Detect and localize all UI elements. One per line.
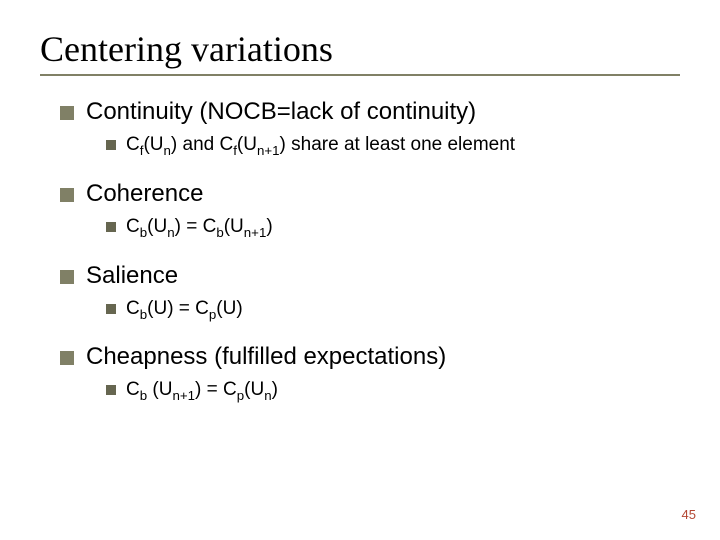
bullet-level2: Cb(Un) = Cb(Un+1) — [106, 216, 680, 240]
slide-title: Centering variations — [40, 28, 680, 76]
bullet-level1: Cheapness (fulfilled expectations) — [60, 343, 680, 371]
bullet-label: Coherence — [86, 180, 203, 208]
square-bullet-icon — [106, 140, 116, 150]
slide-content: Continuity (NOCB=lack of continuity) Cf(U… — [40, 98, 680, 403]
bullet-label: Salience — [86, 262, 178, 290]
bullet-level1: Continuity (NOCB=lack of continuity) — [60, 98, 680, 126]
bullet-level2: Cb(U) = Cp(U) — [106, 298, 680, 322]
square-bullet-icon — [60, 106, 74, 120]
square-bullet-icon — [106, 304, 116, 314]
sub-bullet-label: Cb(U) = Cp(U) — [126, 298, 243, 322]
page-number: 45 — [682, 507, 696, 522]
sub-bullet-label: Cb (Un+1) = Cp(Un) — [126, 379, 278, 403]
bullet-level2: Cf(Un) and Cf(Un+1) share at least one e… — [106, 134, 680, 158]
bullet-label: Cheapness (fulfilled expectations) — [86, 343, 446, 371]
sub-bullet-label: Cb(Un) = Cb(Un+1) — [126, 216, 273, 240]
sub-bullet-label: Cf(Un) and Cf(Un+1) share at least one e… — [126, 134, 515, 158]
bullet-level2: Cb (Un+1) = Cp(Un) — [106, 379, 680, 403]
square-bullet-icon — [60, 270, 74, 284]
square-bullet-icon — [106, 385, 116, 395]
bullet-level1: Coherence — [60, 180, 680, 208]
bullet-level1: Salience — [60, 262, 680, 290]
square-bullet-icon — [60, 351, 74, 365]
slide: Centering variations Continuity (NOCB=la… — [0, 0, 720, 540]
bullet-label: Continuity (NOCB=lack of continuity) — [86, 98, 476, 126]
square-bullet-icon — [60, 188, 74, 202]
square-bullet-icon — [106, 222, 116, 232]
